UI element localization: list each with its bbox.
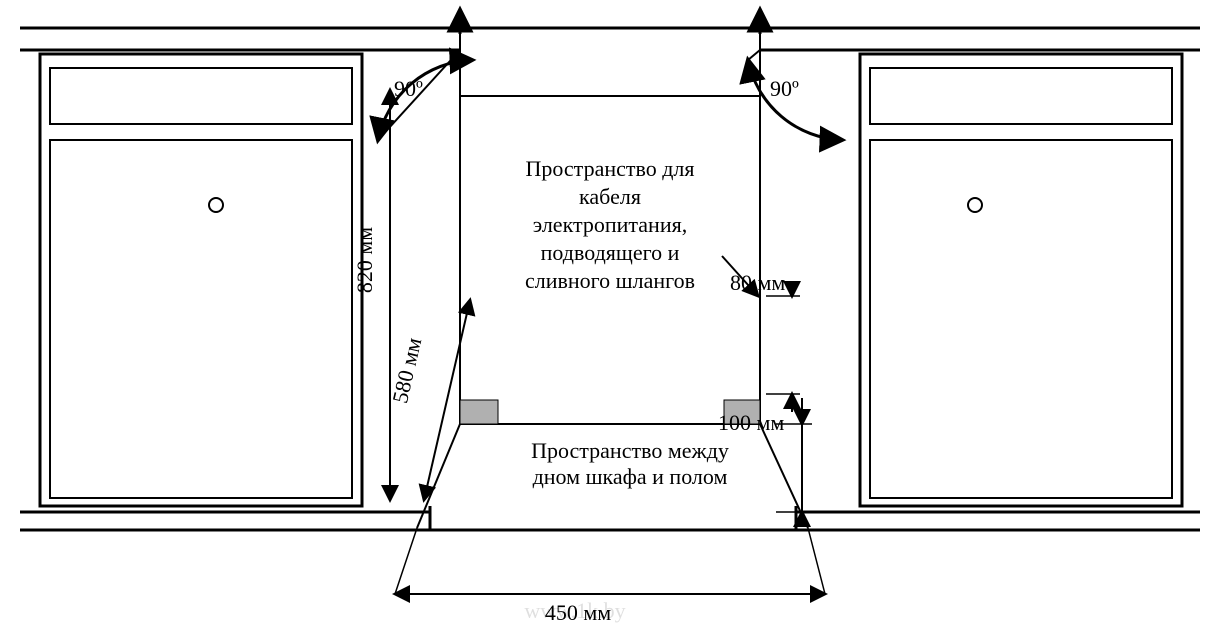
left-cabinet bbox=[40, 54, 362, 506]
note-floor-gap-line1: дном шкафа и полом bbox=[533, 464, 728, 489]
note-floor-gap-line0: Пространство между bbox=[531, 438, 729, 463]
right-knob bbox=[968, 198, 982, 212]
note-cable-space-line2: электропитания, bbox=[533, 212, 687, 237]
right-door bbox=[870, 140, 1172, 498]
dim-100-label: 100 мм bbox=[718, 410, 784, 435]
left-drawer bbox=[50, 68, 352, 124]
right-drawer bbox=[870, 68, 1172, 124]
note-cable-space-line3: подводящего и bbox=[541, 240, 680, 265]
installation-diagram: 90º90º820 мм580 мм450 мм80 мм100 ммПрост… bbox=[0, 0, 1220, 625]
note-cable-space-line0: Пространство для bbox=[525, 156, 694, 181]
door-arc-left-label: 90º bbox=[394, 76, 423, 101]
cable-cutout-left bbox=[460, 400, 498, 424]
left-knob bbox=[209, 198, 223, 212]
door-arc-left bbox=[378, 60, 472, 140]
door-arc-right-label: 90º bbox=[770, 76, 799, 101]
watermark: www.1k.by bbox=[524, 598, 625, 623]
right-cabinet bbox=[860, 54, 1182, 506]
note-cable-space-line4: сливного шлангов bbox=[525, 268, 695, 293]
dim-820-label: 820 мм bbox=[352, 227, 377, 293]
note-cable-space-line1: кабеля bbox=[579, 184, 641, 209]
dim-580-label: 580 мм bbox=[387, 335, 426, 405]
left-door bbox=[50, 140, 352, 498]
